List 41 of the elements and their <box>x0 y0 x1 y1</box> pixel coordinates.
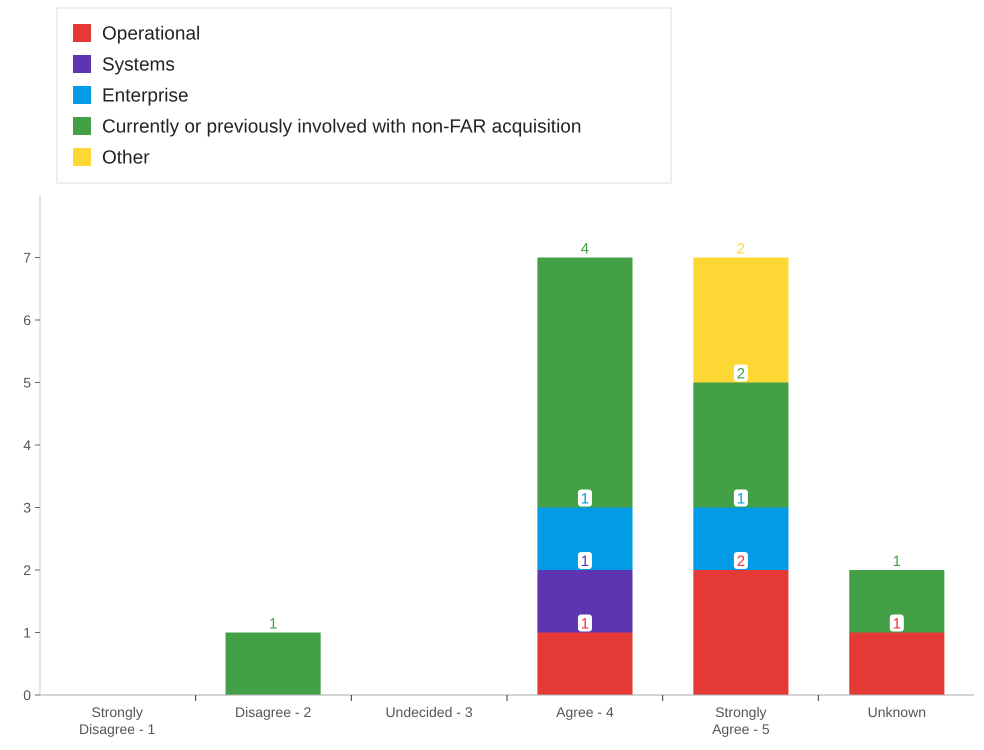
data-label: 1 <box>580 490 590 508</box>
bar <box>537 258 633 508</box>
legend-label: Currently or previously involved with non-FAR acquisition <box>102 116 582 138</box>
legend-label: Enterprise <box>102 86 189 107</box>
bar <box>537 570 633 632</box>
legend-label: Systems <box>102 54 175 76</box>
bar <box>693 508 788 570</box>
x-tick-label: Strongly Disagree - 1 <box>79 704 156 737</box>
bar <box>849 632 944 695</box>
x-tick-label: Unknown <box>868 704 926 720</box>
y-tick-label: 7 <box>23 249 32 266</box>
bar <box>226 632 321 695</box>
x-tick-label: Strongly Agree - 5 <box>712 704 770 737</box>
data-label: 2 <box>736 366 746 382</box>
data-label: 1 <box>892 553 901 570</box>
y-tick-label: 4 <box>23 436 32 453</box>
data-label: 1 <box>268 616 278 632</box>
data-label: 1 <box>580 553 590 570</box>
bar <box>693 258 788 382</box>
bar <box>537 632 633 695</box>
x-tick-label: Agree - 4 <box>556 704 614 720</box>
bar <box>693 570 788 695</box>
y-tick-label: 6 <box>23 312 32 328</box>
y-tick-label: 3 <box>23 499 32 516</box>
y-tick-label: 0 <box>23 686 32 703</box>
data-label: 4 <box>580 240 590 258</box>
data-label: 1 <box>736 490 746 508</box>
bar <box>849 570 944 632</box>
y-tick-label: 1 <box>23 624 32 640</box>
legend-label: Operational <box>102 24 200 45</box>
x-tick-label: Undecided - 3 <box>385 704 473 720</box>
legend-label: Other <box>102 148 150 169</box>
y-tick-label: 2 <box>23 562 32 578</box>
data-label: 1 <box>580 616 590 632</box>
data-label: 2 <box>736 240 746 258</box>
y-tick-label: 5 <box>23 374 32 390</box>
bar <box>693 382 788 508</box>
bar <box>537 508 633 570</box>
data-label: 2 <box>736 553 746 570</box>
data-label: 1 <box>892 616 901 632</box>
x-tick-label: Disagree - 2 <box>234 704 312 720</box>
